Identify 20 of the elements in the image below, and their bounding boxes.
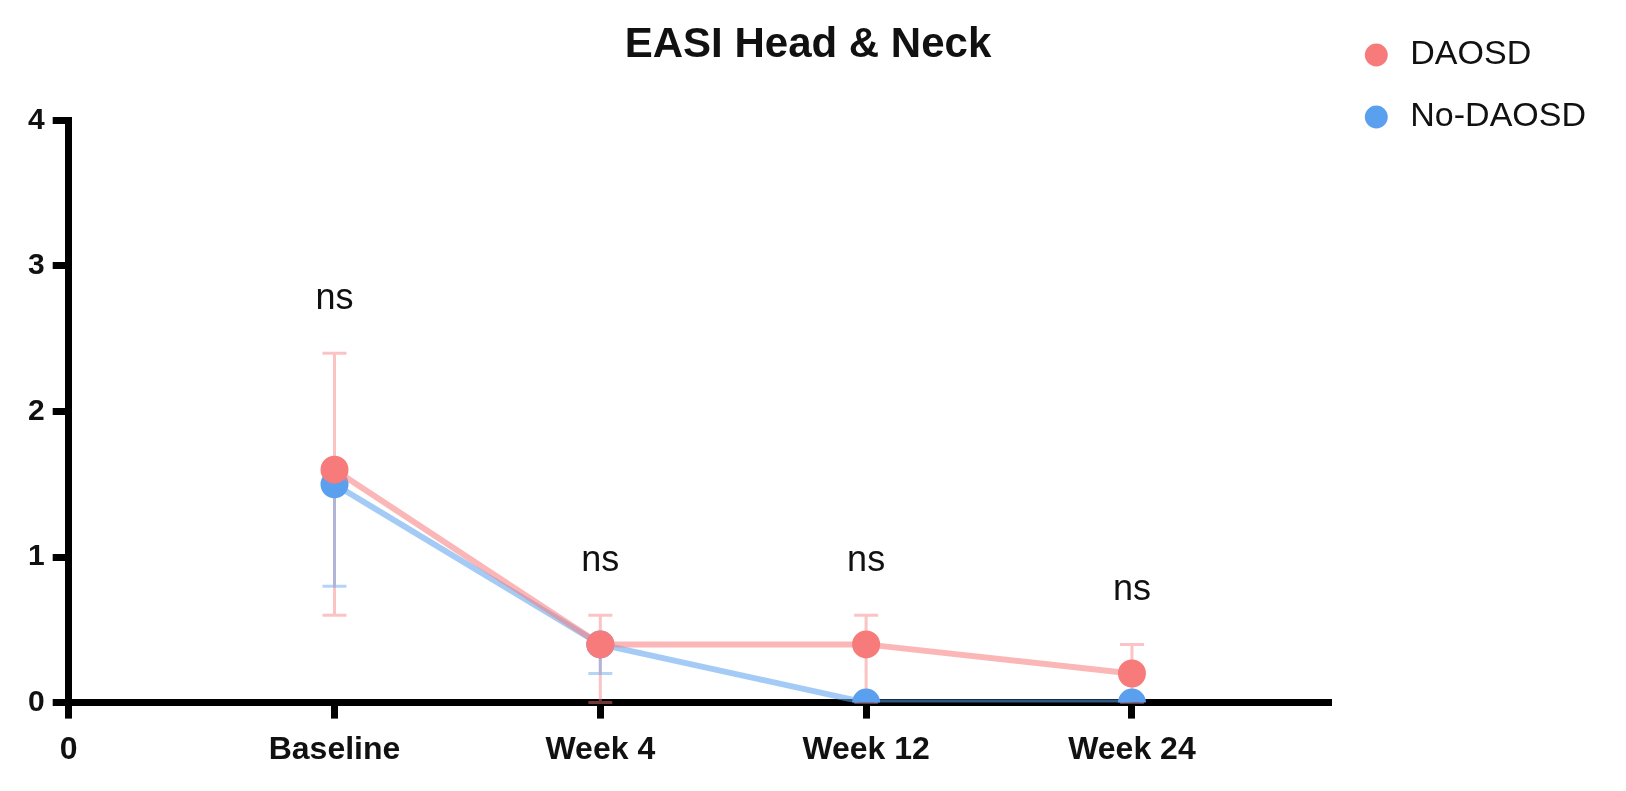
x-tick-label: 0 — [59, 729, 78, 766]
chart-title: EASI Head & Neck — [624, 18, 992, 66]
point — [852, 630, 881, 659]
legend-label: No-DAOSD — [1410, 95, 1587, 134]
legend-label: DAOSD — [1410, 33, 1532, 72]
point — [320, 455, 349, 484]
x-tick-label: Week 12 — [802, 729, 930, 766]
x-tick-label: Week 4 — [545, 729, 656, 766]
y-tick-label: 1 — [28, 538, 45, 572]
y-tick-label: 3 — [28, 247, 45, 281]
y-tick-label: 2 — [28, 392, 45, 426]
x-tick-label: Baseline — [268, 729, 401, 766]
annotation: ns — [315, 276, 354, 318]
annotation: ns — [581, 538, 620, 580]
y-tick-label: 4 — [28, 101, 45, 135]
annotation: ns — [847, 538, 886, 580]
x-tick-label: Week 24 — [1068, 729, 1196, 766]
annotation: ns — [1112, 567, 1151, 609]
y-tick-label: 0 — [28, 683, 45, 717]
point — [1117, 659, 1146, 688]
